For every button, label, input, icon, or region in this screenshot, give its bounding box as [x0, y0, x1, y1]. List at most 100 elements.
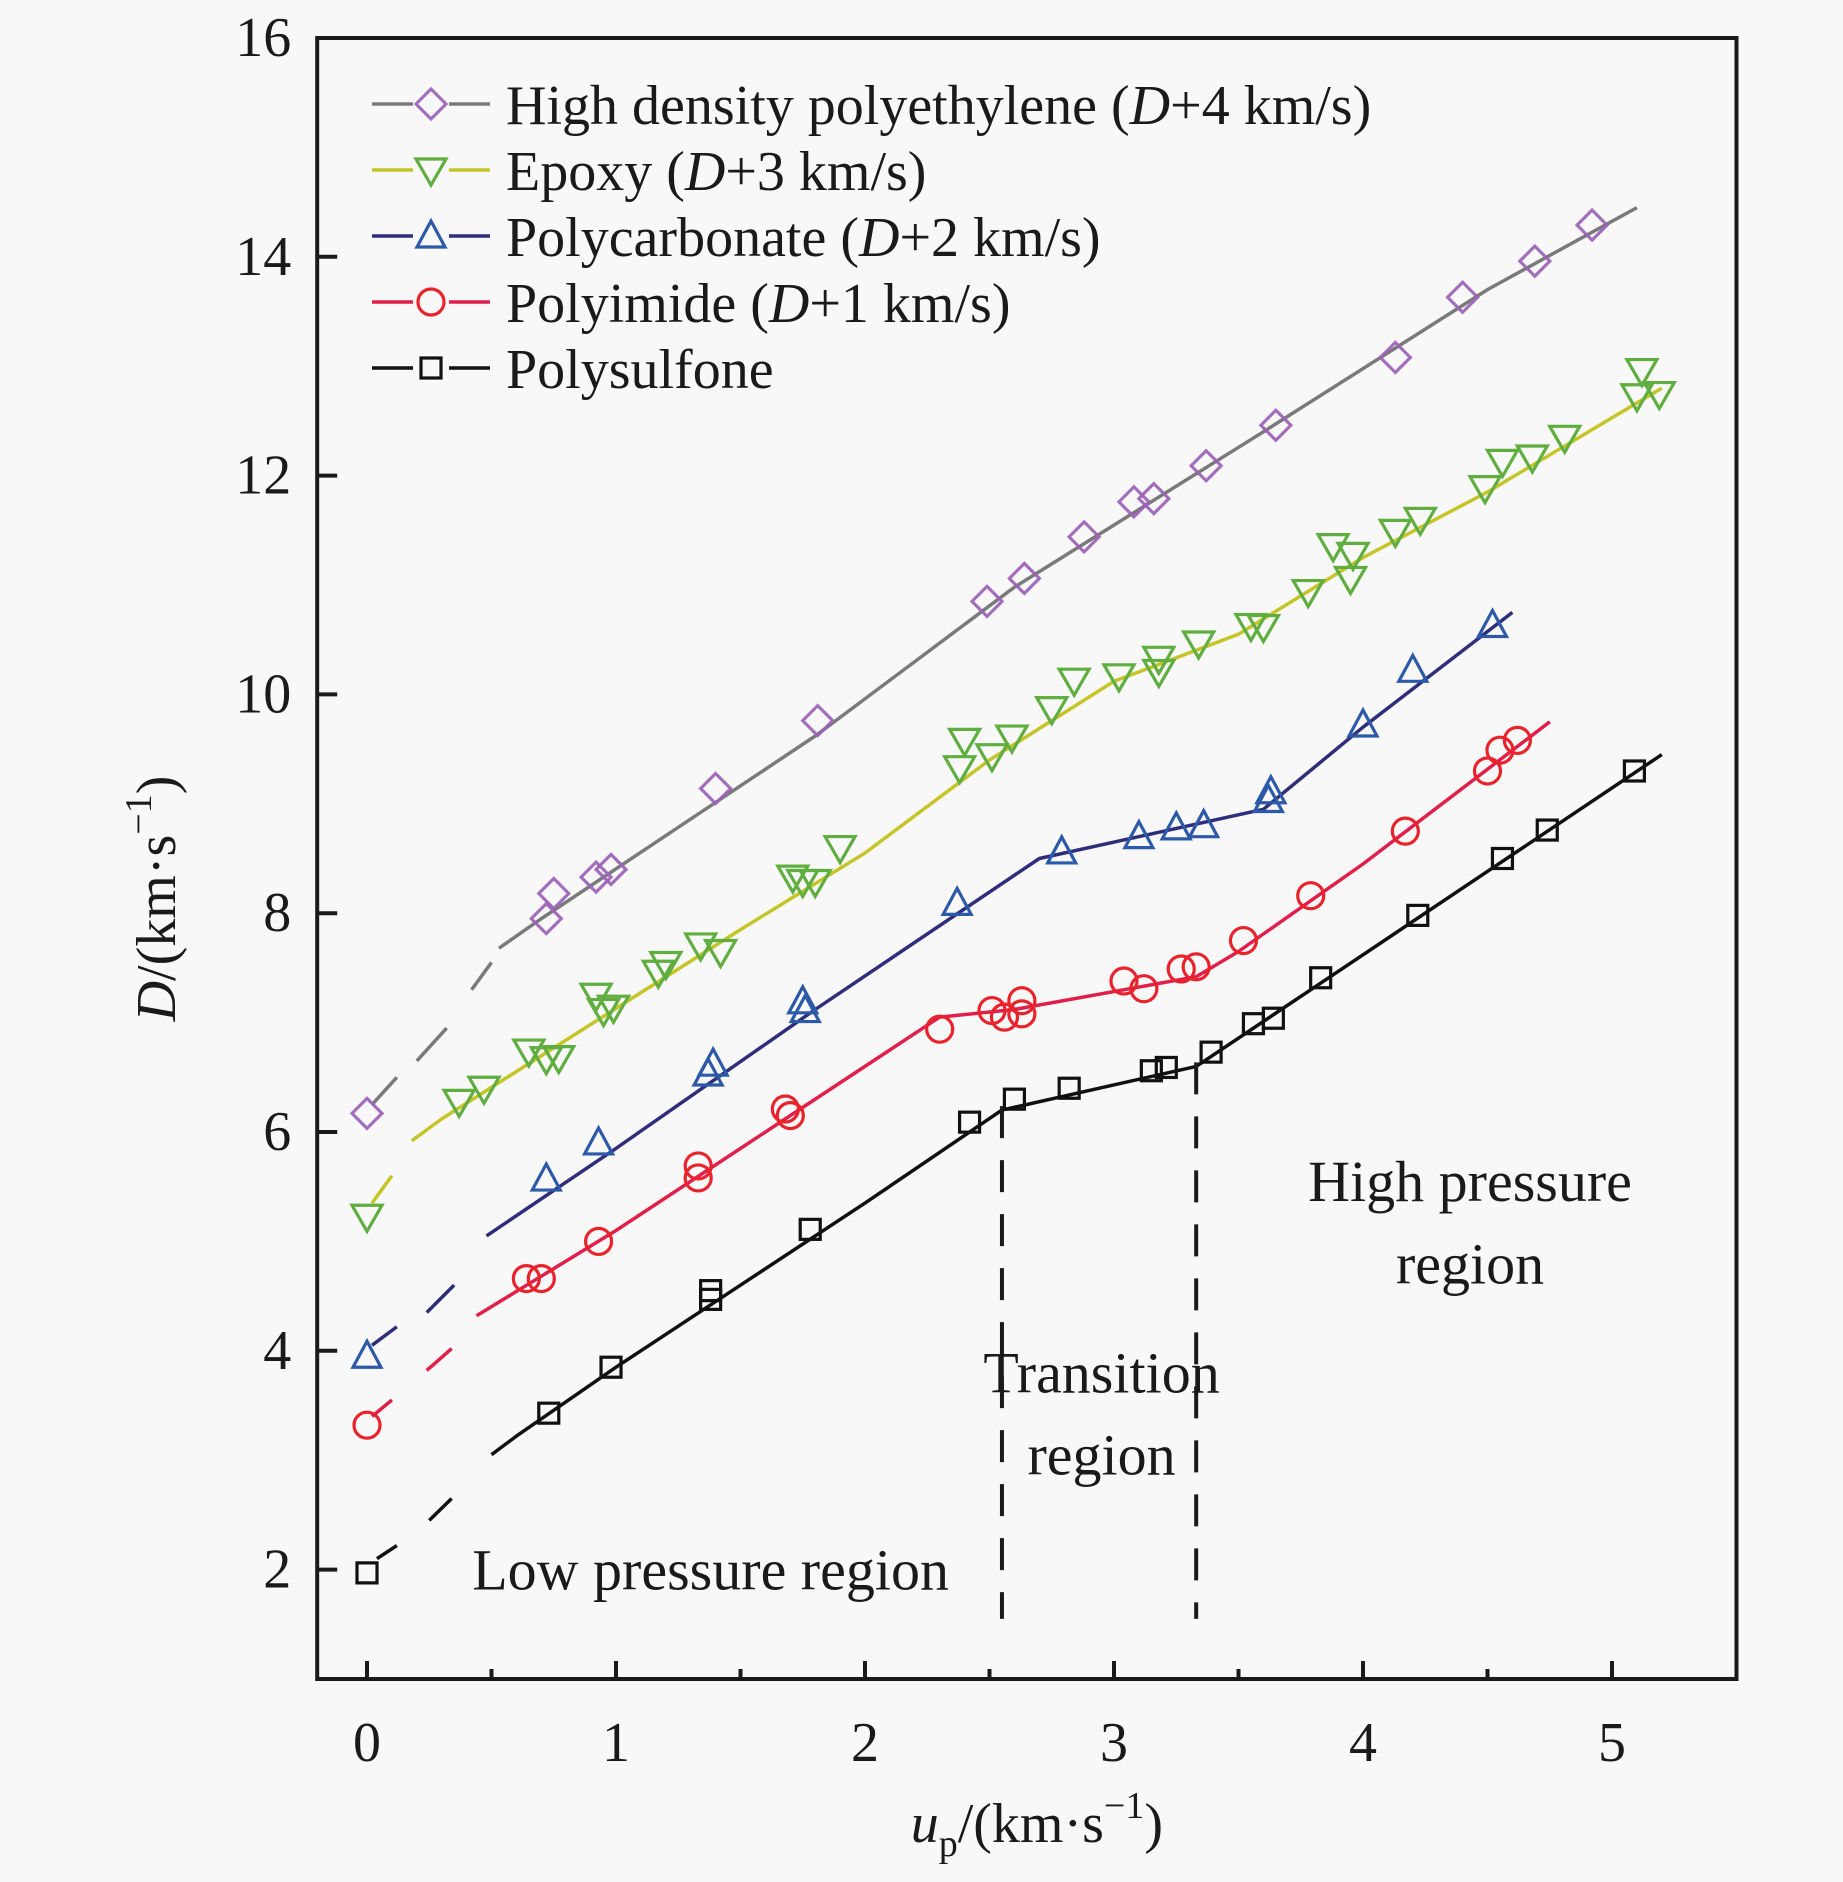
data-point	[1007, 999, 1037, 1029]
data-point	[526, 1263, 556, 1294]
y-tick-label: 12	[235, 445, 291, 507]
data-point	[511, 1038, 547, 1070]
data-point	[1378, 340, 1413, 375]
data-point	[775, 1100, 805, 1131]
annotation-transition-line: region	[1027, 1423, 1175, 1488]
data-point	[822, 834, 858, 866]
data-point	[1057, 1076, 1081, 1100]
data-point-edge	[1259, 409, 1292, 442]
x-tick-label: 0	[353, 1712, 381, 1774]
data-point	[1002, 1087, 1027, 1111]
data-point	[1139, 1059, 1163, 1083]
data-point	[989, 1002, 1020, 1032]
data-point	[786, 983, 820, 1015]
data-point-edge	[530, 902, 563, 935]
data-point	[466, 1075, 502, 1107]
data-point	[1186, 807, 1221, 839]
data-point	[1406, 903, 1430, 927]
region-annotations: Low pressure region Transition region High …	[472, 1149, 1632, 1602]
data-point	[1245, 613, 1282, 645]
series-triangle-down	[349, 357, 1678, 1235]
data-point	[946, 727, 983, 759]
plot-frame	[315, 36, 1739, 1681]
legend-marker-square-icon	[419, 356, 443, 380]
data-point	[1546, 424, 1583, 456]
data-point	[1122, 818, 1156, 850]
data-point-edge	[1068, 520, 1101, 553]
data-point	[1309, 966, 1333, 990]
data-point	[969, 584, 1005, 619]
legend-item: Polycarbonate (D+2 km/s)	[372, 207, 1101, 269]
data-point	[994, 724, 1030, 756]
y-axis-title: D/(km·s−1)	[118, 776, 188, 1023]
data-point	[1472, 756, 1503, 786]
legend-item: Epoxy (D+3 km/s)	[372, 141, 926, 203]
data-point	[1517, 243, 1553, 279]
legend-item: Polysulfone	[372, 339, 774, 401]
data-point	[585, 997, 622, 1029]
data-point	[593, 852, 629, 887]
data-point	[1109, 966, 1139, 996]
legend-label: Epoxy (D+3 km/s)	[506, 141, 926, 203]
data-point	[536, 876, 572, 911]
data-point	[1490, 846, 1515, 871]
legend-item: Polyimide (D+1 km/s)	[372, 273, 1010, 335]
data-point-edge	[970, 585, 1004, 618]
data-point	[1485, 735, 1515, 765]
y-tick-label: 6	[263, 1101, 291, 1163]
data-point	[1045, 833, 1079, 865]
legend-item: High density polyethylene (D+4 km/s)	[372, 75, 1371, 137]
series-triangle-up	[350, 607, 1510, 1369]
data-point	[1166, 954, 1196, 984]
region-dividers	[999, 1062, 1199, 1619]
data-point	[1290, 578, 1326, 610]
data-point	[1346, 706, 1380, 738]
data-point-edge	[1446, 281, 1479, 314]
data-point	[350, 1337, 384, 1369]
data-point	[788, 992, 822, 1024]
data-point	[599, 1355, 623, 1379]
fit-dashed-segment	[415, 1026, 448, 1063]
data-point	[1502, 725, 1532, 755]
series-diamond	[349, 207, 1610, 1131]
y-tick-label: 10	[235, 663, 291, 725]
series-square	[355, 759, 1647, 1585]
annotation-transition-line: Transition	[983, 1341, 1219, 1406]
data-point	[1445, 280, 1480, 315]
x-tick-label: 1	[602, 1712, 630, 1774]
legend: High density polyethylene (D+4 km/s)Epox…	[372, 75, 1371, 401]
data-point	[1154, 1055, 1178, 1080]
data-point	[1254, 773, 1288, 805]
data-point	[349, 1096, 385, 1131]
data-point	[1622, 759, 1647, 783]
fit-dashed-segment	[370, 1325, 398, 1347]
data-point-edge	[537, 877, 570, 910]
annotation-low: Low pressure region	[472, 1538, 949, 1603]
x-axis-ticks: 0 1 2 3 4 5	[353, 1661, 1626, 1774]
data-point	[957, 1110, 982, 1134]
data-point	[1535, 818, 1559, 842]
data-point	[595, 994, 632, 1026]
data-point	[537, 1401, 561, 1425]
data-point-edge	[699, 772, 732, 805]
fit-dashed-segment	[428, 1497, 453, 1522]
data-point	[349, 1203, 385, 1235]
fit-line	[497, 206, 1638, 950]
data-point	[940, 884, 974, 916]
data-point	[1066, 519, 1102, 555]
data-point-edge	[1576, 209, 1609, 242]
data-point	[1377, 518, 1414, 550]
data-point	[974, 743, 1010, 774]
data-point	[1116, 484, 1152, 520]
fit-dashed-segment	[375, 1544, 398, 1561]
data-point	[1258, 408, 1294, 443]
data-point-edge	[1190, 449, 1223, 482]
data-point	[798, 1217, 822, 1241]
data-point	[770, 1094, 800, 1124]
legend-marker-diamond-icon-edge	[414, 87, 448, 121]
data-point	[1141, 658, 1177, 690]
data-point	[1136, 481, 1172, 516]
